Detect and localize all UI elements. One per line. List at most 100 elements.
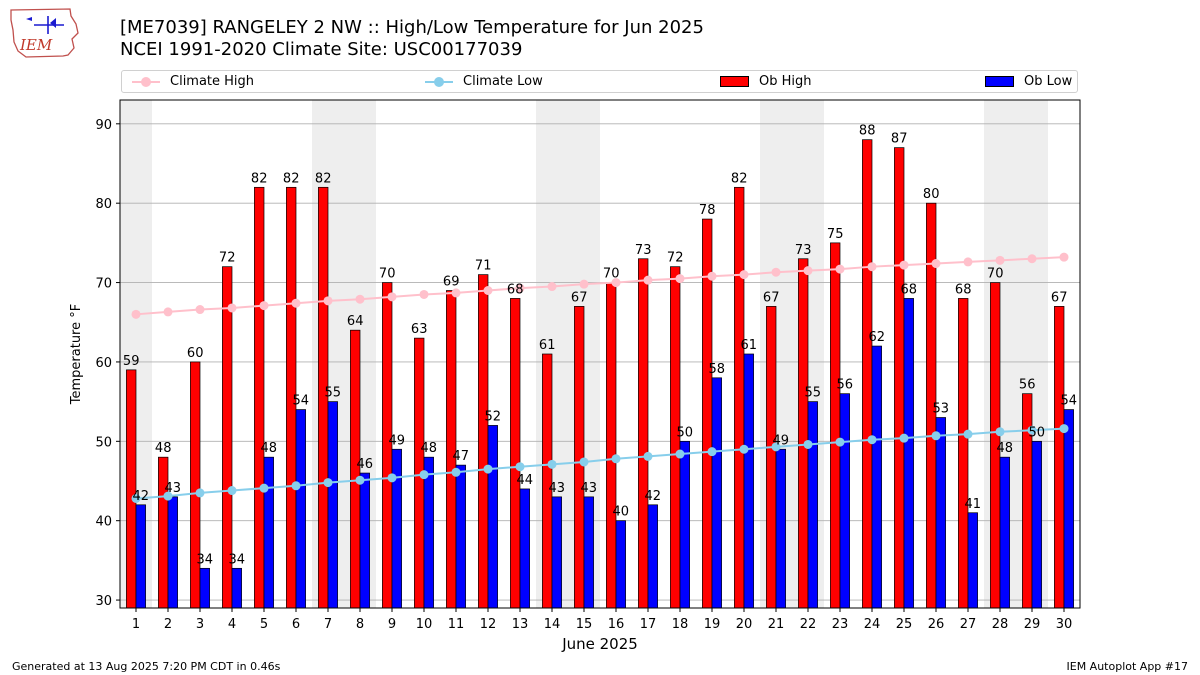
ob-high-data-label: 69 — [443, 275, 460, 290]
generated-timestamp: Generated at 13 Aug 2025 7:20 PM CDT in … — [12, 660, 281, 673]
ob-low-bar — [935, 417, 946, 609]
ob-high-bar — [478, 274, 489, 609]
ob-low-bar — [903, 298, 914, 609]
ob-low-data-label: 42 — [133, 489, 150, 504]
ob-high-data-label: 82 — [251, 171, 268, 186]
climate-low-point — [515, 462, 525, 472]
ob-low-data-label: 43 — [581, 481, 598, 496]
x-tick-label: 21 — [768, 617, 785, 632]
ob-low-data-label: 62 — [869, 330, 886, 345]
ob-low-bar — [583, 496, 594, 609]
ob-high-data-label: 70 — [603, 267, 620, 282]
x-tick-label: 25 — [896, 617, 913, 632]
climate-low-point — [195, 488, 205, 498]
climate-low-point — [739, 444, 749, 454]
climate-low-point — [323, 478, 333, 488]
ob-high-data-label: 82 — [283, 171, 300, 186]
climate-low-point — [259, 483, 269, 493]
legend-label: Climate Low — [463, 74, 543, 89]
ob-low-bar — [871, 345, 882, 609]
x-tick-label: 28 — [992, 617, 1009, 632]
ob-low-data-label: 55 — [805, 386, 822, 401]
climate-high-point — [355, 294, 365, 304]
ob-low-data-label: 48 — [421, 441, 438, 456]
x-tick-label: 30 — [1056, 617, 1073, 632]
x-tick-label: 4 — [228, 617, 236, 632]
ob-low-data-label: 61 — [741, 338, 758, 353]
legend-item-climate-high: Climate High — [132, 74, 254, 89]
x-tick-label: 8 — [356, 617, 364, 632]
climate-high-point — [547, 282, 557, 292]
climate-high-point — [579, 279, 589, 289]
climate-high-point — [419, 289, 429, 299]
climate-high-point — [899, 260, 909, 270]
climate-low-point — [355, 475, 365, 485]
ob-high-data-label: 63 — [411, 322, 428, 337]
x-tick-label: 7 — [324, 617, 332, 632]
ob-low-data-label: 54 — [1061, 394, 1078, 409]
climate-high-point — [1059, 252, 1069, 262]
ob-high-bar — [830, 242, 841, 609]
ob-high-data-label: 78 — [699, 203, 716, 218]
ob-low-bar — [487, 425, 498, 609]
climate-low-point — [611, 454, 621, 464]
ob-high-data-label: 72 — [667, 251, 684, 266]
climate-low-marker-icon — [425, 75, 453, 89]
ob-high-bar — [606, 282, 617, 609]
x-tick-label: 1 — [132, 617, 140, 632]
x-tick-label: 13 — [512, 617, 529, 632]
ob-low-bar — [743, 353, 754, 609]
x-tick-label: 2 — [164, 617, 172, 632]
ob-high-data-label: 73 — [795, 243, 812, 258]
ob-low-data-label: 68 — [901, 282, 918, 297]
legend-label: Ob Low — [1024, 74, 1073, 89]
climate-low-point — [227, 486, 237, 496]
y-tick-label: 60 — [95, 356, 112, 371]
ob-low-data-label: 43 — [549, 481, 566, 496]
climate-high-point — [483, 286, 493, 295]
climate-high-point — [323, 296, 333, 306]
ob-high-data-label: 48 — [155, 441, 172, 456]
climate-low-point — [643, 451, 653, 461]
ob-high-data-label: 61 — [539, 338, 556, 353]
chart-title: [ME7039] RANGELEY 2 NW :: High/Low Tempe… — [120, 17, 704, 38]
climate-high-point — [227, 303, 237, 313]
ob-high-bar — [510, 298, 521, 609]
ob-low-bar — [999, 456, 1010, 609]
ob-low-data-label: 56 — [837, 378, 854, 393]
ob-high-data-label: 67 — [1051, 290, 1068, 305]
ob-high-bar — [734, 186, 745, 609]
legend-item-ob-low: Ob Low — [985, 74, 1072, 89]
x-axis-label: June 2025 — [561, 635, 638, 653]
climate-high-point — [1027, 254, 1037, 264]
ob-low-bar — [711, 377, 722, 609]
x-tick-label: 27 — [960, 617, 977, 632]
ob-low-bar — [391, 448, 402, 609]
climate-low-point — [931, 431, 941, 441]
climate-low-point — [803, 439, 813, 449]
ob-low-bar — [647, 504, 658, 609]
x-tick-label: 14 — [544, 617, 561, 632]
ob-high-data-label: 56 — [1019, 378, 1036, 393]
x-tick-label: 6 — [292, 617, 300, 632]
ob-low-bar — [1031, 440, 1042, 609]
x-tick-label: 16 — [608, 617, 625, 632]
climate-high-point — [931, 259, 941, 269]
legend-item-ob-high: Ob High — [720, 74, 812, 89]
ob-low-bar — [615, 520, 626, 609]
ob-high-data-label: 68 — [955, 282, 972, 297]
ob-low-bar — [679, 440, 690, 609]
climate-low-point — [387, 473, 397, 483]
climate-high-point — [835, 264, 845, 274]
ob-high-bar — [638, 258, 649, 609]
ob-high-data-label: 88 — [859, 124, 876, 139]
plot-frame — [119, 99, 1081, 609]
x-tick-label: 19 — [704, 617, 721, 632]
y-tick-label: 40 — [95, 515, 112, 530]
ob-low-bar — [231, 567, 242, 609]
climate-low-point — [547, 459, 557, 469]
ob-low-data-label: 48 — [997, 441, 1014, 456]
ob-low-data-label: 58 — [709, 362, 726, 377]
ob-low-data-label: 50 — [677, 425, 694, 440]
climate-low-point — [707, 447, 717, 457]
